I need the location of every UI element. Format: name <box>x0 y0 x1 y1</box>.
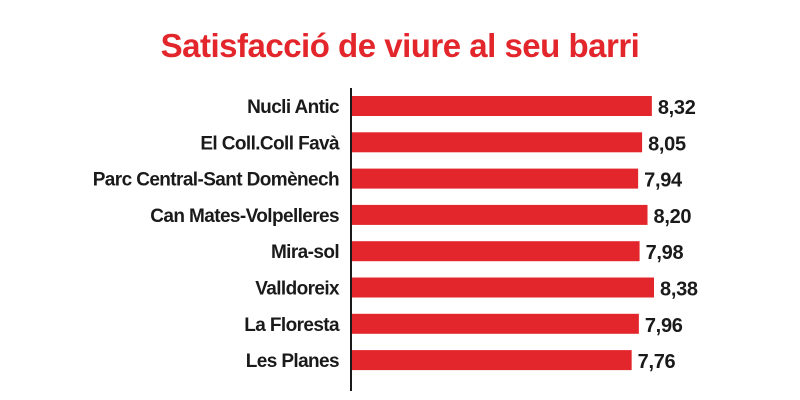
value-label: 8,05 <box>648 133 686 155</box>
category-label: El Coll.Coll Favà <box>200 133 340 154</box>
bar <box>352 168 639 189</box>
value-label: 8,38 <box>660 279 698 301</box>
value-label: 7,98 <box>646 242 684 264</box>
bar <box>352 204 648 225</box>
bar <box>352 277 654 298</box>
category-label: Valldoreix <box>255 279 340 300</box>
value-label: 8,32 <box>658 97 696 119</box>
bar <box>352 241 640 262</box>
value-label: 8,20 <box>654 206 692 228</box>
bar <box>352 350 632 371</box>
category-label: Can Mates-Volpelleres <box>150 206 339 227</box>
value-label: 7,96 <box>645 315 683 337</box>
value-label: 7,76 <box>638 351 676 373</box>
category-label: Nucli Antic <box>247 97 340 118</box>
category-label: Parc Central-Sant Domènech <box>93 170 339 191</box>
bars-layer: Nucli Antic 8,32 El Coll.Coll Favà 8,05 Parc… <box>93 96 698 373</box>
category-label: Les Planes <box>246 351 339 372</box>
value-label: 7,94 <box>644 170 683 192</box>
bar <box>352 313 639 334</box>
bar <box>352 96 652 116</box>
bar <box>352 132 643 153</box>
category-label: La Floresta <box>244 315 340 336</box>
chart-title: Satisfacció de viure al seu barri <box>160 27 640 64</box>
category-label: Mira-sol <box>271 242 339 263</box>
